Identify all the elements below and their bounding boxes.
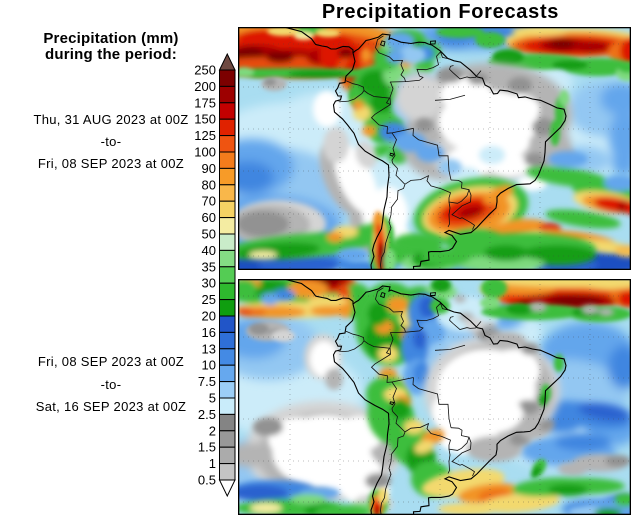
svg-text:150: 150	[194, 112, 216, 127]
svg-text:10: 10	[202, 358, 216, 373]
svg-text:175: 175	[194, 95, 216, 110]
svg-text:1.5: 1.5	[198, 440, 216, 455]
svg-text:0.5: 0.5	[198, 473, 216, 488]
svg-text:5: 5	[209, 391, 216, 406]
svg-text:40: 40	[202, 243, 216, 258]
svg-text:16: 16	[202, 325, 216, 340]
svg-text:7.5: 7.5	[198, 374, 216, 389]
svg-text:30: 30	[202, 276, 216, 291]
svg-text:20: 20	[202, 309, 216, 324]
svg-text:35: 35	[202, 259, 216, 274]
svg-text:1: 1	[209, 456, 216, 471]
svg-text:80: 80	[202, 177, 216, 192]
svg-text:70: 70	[202, 194, 216, 209]
svg-text:60: 60	[202, 210, 216, 225]
svg-text:125: 125	[194, 128, 216, 143]
svg-text:25: 25	[202, 292, 216, 307]
svg-text:13: 13	[202, 341, 216, 356]
svg-text:200: 200	[194, 79, 216, 94]
svg-text:90: 90	[202, 161, 216, 176]
svg-text:250: 250	[194, 63, 216, 78]
svg-text:2.5: 2.5	[198, 407, 216, 422]
svg-text:2: 2	[209, 423, 216, 438]
svg-text:100: 100	[194, 145, 216, 160]
svg-text:50: 50	[202, 227, 216, 242]
